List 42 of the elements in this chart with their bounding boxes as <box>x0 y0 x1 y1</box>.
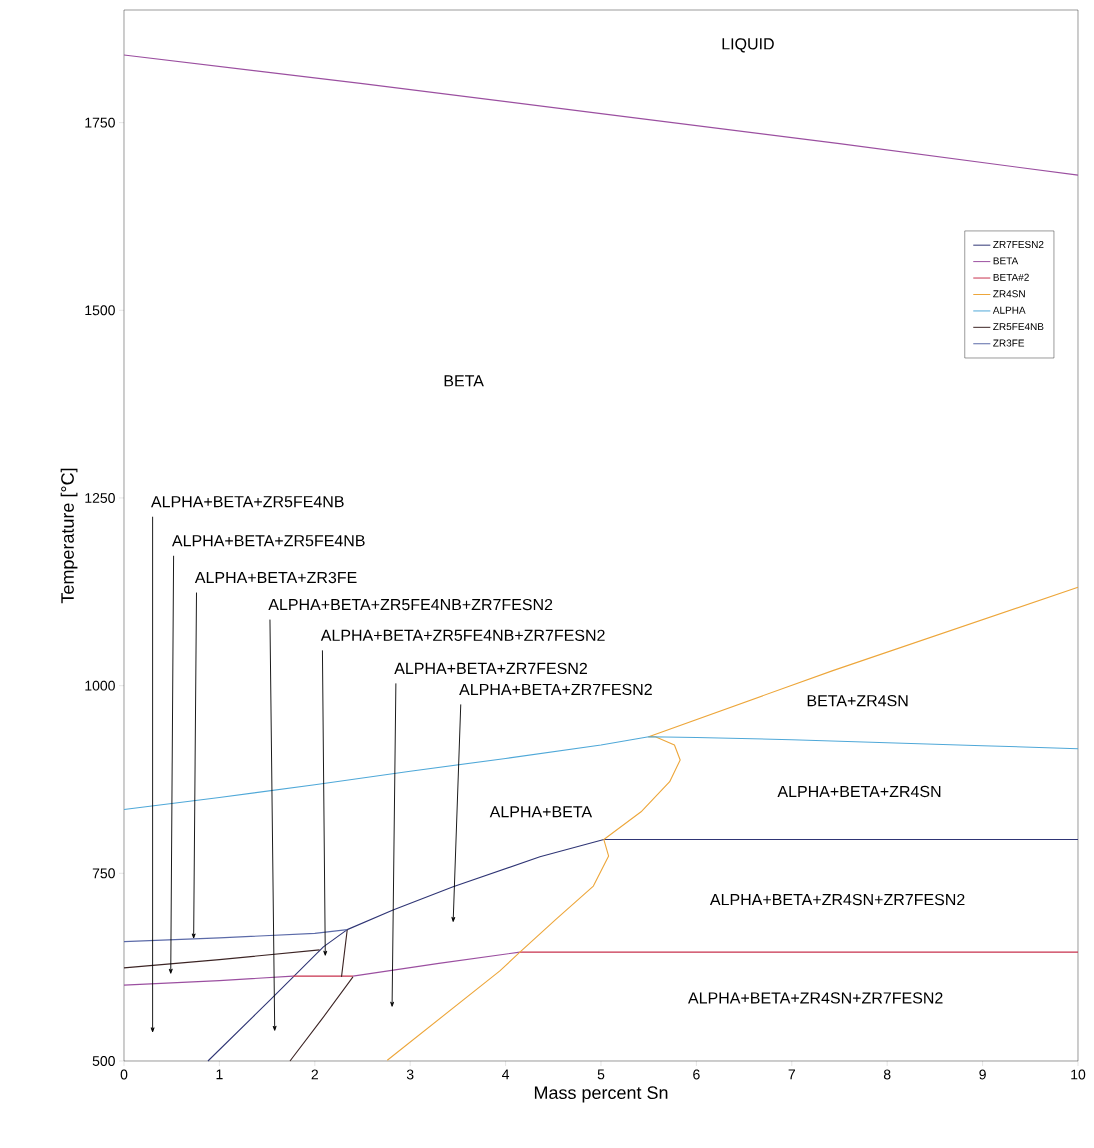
x-tick-label: 0 <box>120 1069 128 1080</box>
x-tick-label: 2 <box>311 1069 318 1080</box>
x-tick-label: 1 <box>216 1069 223 1080</box>
legend-label: ZR4SN <box>993 290 1025 298</box>
x-tick-label: 3 <box>406 1069 414 1080</box>
annotation: ALPHA+BETA+ZR5FE4NB+ZR7FESN2 <box>320 629 605 642</box>
annotation: BETA+ZR4SN <box>807 695 908 707</box>
line-series <box>123 929 348 943</box>
x-tick-label: 8 <box>883 1069 891 1080</box>
x-tick-label: 10 <box>1071 1069 1086 1080</box>
annotation: ALPHA+BETA+ZR5FE4NB <box>171 535 365 547</box>
legend-label: ZR3FE <box>993 339 1025 347</box>
legend-label: ZR5FE4NB <box>993 323 1044 331</box>
y-axis-title: Temperature [°C] <box>60 468 78 604</box>
annotation: ALPHA+BETA+ZR7FESN2 <box>394 662 587 675</box>
y-tick-label: 1500 <box>85 305 115 316</box>
annotation: ALPHA+BETA+ZR4SN+ZR7FESN2 <box>688 992 943 1004</box>
y-tick-label: 1000 <box>85 680 115 691</box>
y-tick-label: 500 <box>92 1056 115 1066</box>
annotation: ALPHA+BETA+ZR4SN+ZR7FESN2 <box>709 893 965 906</box>
y-tick-label: 1750 <box>85 117 115 128</box>
legend-label: BETA#2 <box>993 273 1029 281</box>
x-tick-label: 6 <box>693 1069 700 1080</box>
x-tick-label: 4 <box>502 1069 510 1080</box>
annotation: LIQUID <box>722 38 774 53</box>
y-tick-label: 750 <box>92 868 115 879</box>
line-series <box>207 838 1079 1062</box>
annotation: BETA <box>444 375 484 387</box>
annotation: ALPHA+BETA+ZR3FE <box>194 571 357 584</box>
x-tick-label: 5 <box>597 1069 605 1080</box>
annotation: ALPHA+BETA+ZR7FESN2 <box>459 683 652 696</box>
annotation: ALPHA+BETA+ZR5FE4NB <box>150 496 344 508</box>
x-tick-label: 7 <box>788 1069 795 1080</box>
legend-label: BETA <box>993 257 1019 265</box>
annotation: ALPHA+BETA+ZR5FE4NB+ZR7FESN2 <box>268 598 553 611</box>
y-tick-label: 1250 <box>85 493 115 503</box>
legend-label: ALPHA <box>992 306 1026 314</box>
legend-label: ZR7FESN2 <box>993 240 1044 248</box>
annotation: ALPHA+BETA <box>489 806 593 818</box>
x-tick-label: 9 <box>979 1069 986 1080</box>
x-axis-title: Mass percent Sn <box>534 1086 668 1103</box>
annotation: ALPHA+BETA+ZR4SN <box>777 785 941 798</box>
